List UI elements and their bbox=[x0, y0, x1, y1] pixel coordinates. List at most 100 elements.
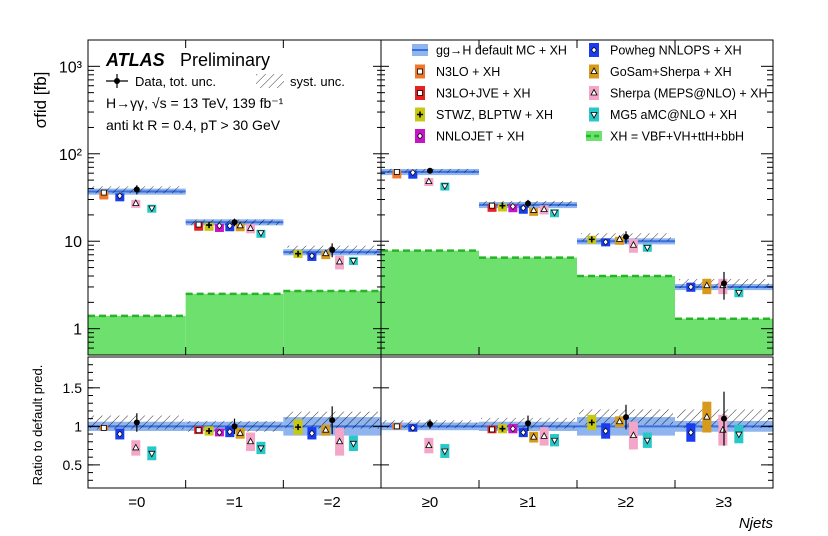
stwz-ratio-marker bbox=[588, 419, 595, 426]
ratio-tick-label: 1.5 bbox=[63, 380, 83, 396]
legend-gosam-marker bbox=[590, 67, 598, 74]
data-legend-marker bbox=[114, 78, 120, 84]
sherpa-marker bbox=[425, 177, 433, 185]
x-tick-label: =2 bbox=[324, 494, 341, 511]
gosam-marker bbox=[615, 235, 624, 242]
x-tick-label: =1 bbox=[226, 494, 243, 511]
mg5-ratio-marker bbox=[643, 437, 651, 445]
sherpa-marker bbox=[132, 199, 140, 206]
atlas-label: ATLAS bbox=[105, 50, 165, 70]
n3lo-ratio-marker bbox=[393, 423, 400, 430]
ratio-data-point bbox=[623, 414, 629, 421]
main-frame bbox=[87, 39, 774, 356]
ratio-tick-label: 0.5 bbox=[63, 457, 83, 473]
y-tick-label: 10 bbox=[64, 234, 82, 251]
syst-legend-swatch bbox=[256, 74, 284, 88]
gosam-ratio-marker bbox=[322, 425, 330, 433]
n3lojve-marker bbox=[489, 202, 495, 209]
syst-legend-label: syst. unc. bbox=[290, 74, 345, 89]
powheg-ratio-marker bbox=[409, 424, 416, 432]
sherpa-ratio-marker bbox=[335, 437, 344, 445]
ratio-tick-label: 1 bbox=[74, 418, 82, 434]
stwz-marker bbox=[206, 222, 213, 229]
xh-bar bbox=[88, 315, 186, 355]
n3lo-marker bbox=[100, 189, 107, 196]
sherpa-ratio-marker bbox=[629, 431, 638, 438]
sherpa-marker bbox=[335, 257, 344, 265]
axes: 1 10 10² 10³ 0.5 1 1.5 =0 =1 =2 ≥0 ≥1 ≥2 ≥3 bbox=[59, 39, 774, 511]
powheg-ratio-marker bbox=[687, 428, 694, 437]
sherpa-marker bbox=[629, 240, 638, 248]
powheg-marker bbox=[409, 169, 416, 177]
powheg-marker bbox=[602, 238, 609, 246]
stwz-ratio-marker bbox=[206, 427, 213, 434]
ratio-data-point bbox=[231, 423, 238, 430]
legend-n3lojve-label: N3LO+JVE + XH bbox=[436, 87, 531, 101]
stwz-marker bbox=[295, 250, 302, 257]
nnlojet-marker bbox=[509, 202, 516, 210]
gosam-ratio-marker bbox=[703, 412, 711, 420]
sherpa-ratio-marker bbox=[246, 437, 255, 445]
sherpa-marker bbox=[246, 224, 255, 231]
powheg-marker bbox=[226, 222, 233, 230]
legend-nnlojet-label: NNLOJET + XH bbox=[436, 130, 524, 144]
mg5-ratio-marker bbox=[441, 448, 449, 456]
legend-stwz-label: STWZ, BLPTW + XH bbox=[436, 108, 553, 122]
mg5-marker bbox=[257, 230, 265, 238]
n3lojve-marker bbox=[195, 221, 202, 228]
gosam-ratio-marker bbox=[530, 432, 538, 440]
xh-bar bbox=[675, 318, 773, 355]
legend-n3lo-label: N3LO + XH bbox=[436, 65, 500, 79]
mg5-marker bbox=[349, 258, 358, 265]
mg5-marker bbox=[550, 209, 559, 217]
x-tick-label: =0 bbox=[128, 494, 145, 511]
ratio-data-point bbox=[427, 421, 433, 428]
gosam-marker bbox=[322, 249, 330, 257]
mg5-ratio-marker bbox=[349, 440, 358, 448]
process-label: H→γγ, √s = 13 TeV, 139 fb⁻¹ bbox=[106, 95, 284, 111]
nnlojet-marker bbox=[216, 222, 223, 230]
n3lo-ratio-marker bbox=[100, 424, 107, 431]
stwz-marker bbox=[588, 236, 595, 243]
legend-mg5-label: MG5 aMC@NLO + XH bbox=[610, 108, 737, 122]
nnlojet-ratio-marker bbox=[509, 425, 516, 433]
x-tick-label: ≥1 bbox=[520, 494, 537, 511]
gosam-marker bbox=[236, 221, 244, 229]
stwz-ratio-marker bbox=[499, 425, 506, 432]
legend-sherpa-label: Sherpa (MEPS@NLO) + XH bbox=[610, 87, 768, 101]
powheg-ratio-marker bbox=[308, 429, 315, 437]
ratio-data-point bbox=[329, 417, 336, 424]
legend-powheg-marker bbox=[591, 46, 597, 54]
xh-bar bbox=[185, 293, 284, 355]
legend-gosam-label: GoSam+Sherpa + XH bbox=[610, 65, 732, 79]
ratio-y-axis-label: Ratio to default pred. bbox=[30, 365, 45, 486]
legend-band-label: gg→H default MC + XH bbox=[436, 44, 567, 58]
powheg-ratio-marker bbox=[116, 430, 123, 438]
powheg-ratio-marker bbox=[602, 427, 609, 435]
mg5-marker bbox=[441, 183, 449, 191]
powheg-marker bbox=[308, 252, 315, 260]
sherpa-ratio-marker bbox=[540, 432, 548, 439]
data-point bbox=[231, 219, 238, 226]
x-tick-label: ≥0 bbox=[422, 494, 439, 511]
n3lo-marker bbox=[393, 169, 400, 175]
legend-sherpa-marker bbox=[590, 88, 598, 96]
y-axis-label: σfid [fb] bbox=[31, 72, 50, 129]
sherpa-marker bbox=[540, 205, 548, 212]
y-tick-label: 1 bbox=[73, 322, 82, 339]
powheg-ratio-marker bbox=[226, 428, 233, 436]
x-tick-label: ≥2 bbox=[618, 494, 635, 511]
gosam-ratio-marker bbox=[615, 417, 624, 425]
legend-n3lojve-marker bbox=[417, 90, 423, 96]
legend: gg→H default MC + XH Powheg NNLOPS + XH N3… bbox=[106, 43, 768, 144]
sherpa-ratio-marker bbox=[425, 441, 433, 449]
stwz-ratio-marker bbox=[295, 424, 302, 431]
y-tick-label: 10³ bbox=[59, 59, 83, 76]
data-point bbox=[721, 280, 727, 287]
xh-bar bbox=[381, 250, 479, 355]
mg5-ratio-marker bbox=[148, 450, 156, 458]
xh-bar bbox=[479, 257, 577, 355]
legend-powheg-label: Powheg NNLOPS + XH bbox=[610, 44, 742, 58]
sherpa-ratio-marker bbox=[132, 443, 140, 451]
